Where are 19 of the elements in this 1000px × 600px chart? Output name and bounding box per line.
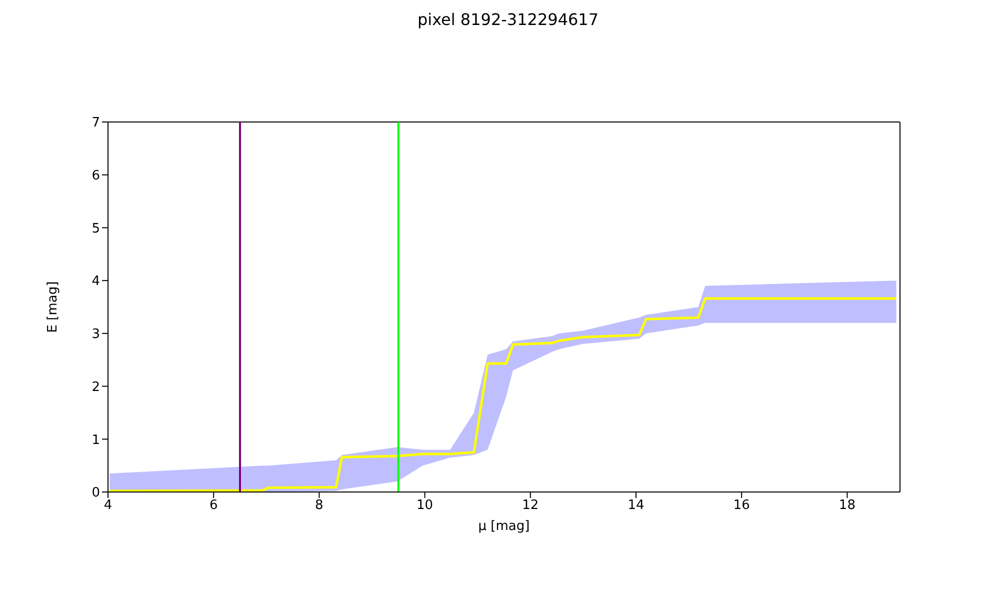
y-axis-title: E [mag] (46, 281, 61, 333)
x-tick-label: 18 (838, 498, 856, 514)
x-tick-label: 14 (628, 498, 644, 514)
y-tick-label: 7 (92, 116, 100, 131)
y-tick-label: 6 (92, 168, 100, 184)
y-tick-label: 3 (92, 327, 100, 342)
y-tick-label: 1 (92, 432, 100, 448)
x-tick-label: 16 (733, 498, 750, 514)
y-tick-label: 0 (92, 486, 100, 501)
y-tick-label: 4 (92, 274, 100, 290)
x-tick-label: 4 (104, 498, 112, 514)
y-tick-label: 2 (92, 380, 100, 395)
x-axis-title: μ [mag] (478, 519, 530, 534)
y-tick-label: 5 (92, 221, 100, 236)
x-tick-label: 10 (416, 498, 434, 514)
x-tick-label: 6 (209, 498, 218, 514)
x-tick-label: 12 (522, 498, 539, 514)
chart-title: pixel 8192-312294617 (416, 10, 600, 29)
x-tick-label: 8 (315, 498, 324, 514)
